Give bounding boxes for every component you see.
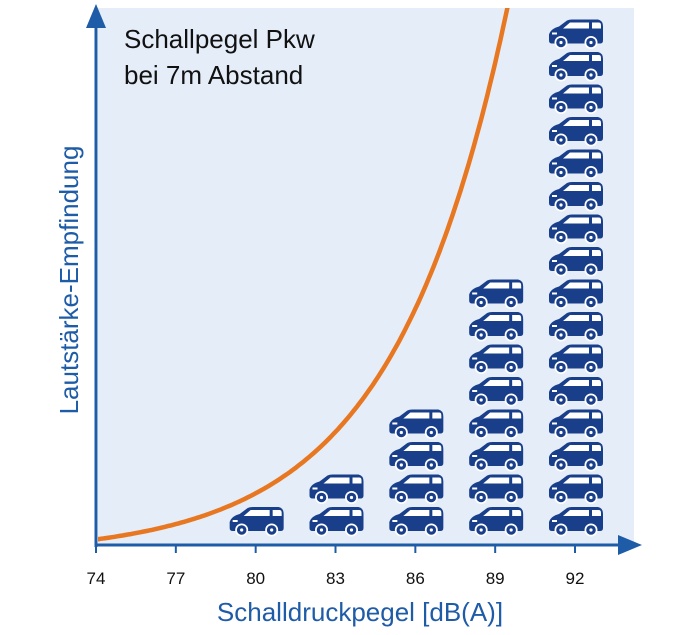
car-stack-80 bbox=[229, 507, 284, 537]
car-icon bbox=[549, 409, 603, 439]
car-icon bbox=[549, 474, 603, 504]
chart-title-line-2: bei 7m Abstand bbox=[124, 60, 303, 90]
car-icon bbox=[229, 507, 284, 537]
car-icon bbox=[389, 474, 444, 504]
car-icon bbox=[469, 344, 524, 374]
car-icon bbox=[549, 52, 603, 82]
x-tick-label: 77 bbox=[166, 569, 185, 588]
x-tick-label: 92 bbox=[566, 569, 585, 588]
y-axis-title: Lautstärke-Empfindung bbox=[54, 146, 84, 415]
x-tick-label: 89 bbox=[486, 569, 505, 588]
chart-title-line-1: Schallpegel Pkw bbox=[124, 24, 315, 54]
car-icon bbox=[549, 442, 603, 472]
x-axis-ticks: 74 77 80 83 86 89 92 bbox=[87, 545, 585, 588]
car-icon bbox=[549, 84, 603, 114]
car-icon bbox=[469, 279, 524, 309]
car-icon bbox=[469, 409, 524, 439]
x-tick-label: 83 bbox=[326, 569, 345, 588]
x-axis-arrow-icon bbox=[618, 535, 642, 555]
car-icon bbox=[549, 117, 603, 147]
car-icon bbox=[549, 377, 603, 407]
plot-background bbox=[98, 8, 634, 545]
car-stack-83 bbox=[309, 474, 364, 537]
car-stack-86 bbox=[389, 409, 444, 537]
car-icon bbox=[549, 312, 603, 342]
car-icon bbox=[549, 214, 603, 244]
car-icon bbox=[549, 279, 603, 309]
car-stack-92 bbox=[549, 19, 603, 537]
car-icon bbox=[309, 474, 364, 504]
y-axis-arrow-icon bbox=[86, 4, 106, 28]
car-icon bbox=[469, 474, 524, 504]
loudness-curve bbox=[98, 8, 510, 542]
car-icon bbox=[549, 247, 603, 277]
car-icon bbox=[469, 312, 524, 342]
car-icon bbox=[389, 409, 444, 439]
x-axis-title: Schalldruckpegel [dB(A)] bbox=[217, 597, 503, 627]
car-icon bbox=[389, 442, 444, 472]
car-icon bbox=[469, 442, 524, 472]
car-icon bbox=[549, 507, 603, 537]
car-icon bbox=[549, 149, 603, 179]
car-icon bbox=[469, 507, 524, 537]
car-icon bbox=[549, 344, 603, 374]
x-tick-label: 74 bbox=[87, 569, 106, 588]
car-icon bbox=[549, 182, 603, 212]
car-icon bbox=[469, 377, 524, 407]
car-icon bbox=[309, 507, 364, 537]
car-stack-89 bbox=[469, 279, 524, 537]
car-stacks bbox=[229, 19, 603, 537]
x-tick-label: 86 bbox=[406, 569, 425, 588]
x-tick-label: 80 bbox=[246, 569, 265, 588]
car-icon bbox=[389, 507, 444, 537]
car-icon bbox=[549, 19, 603, 49]
